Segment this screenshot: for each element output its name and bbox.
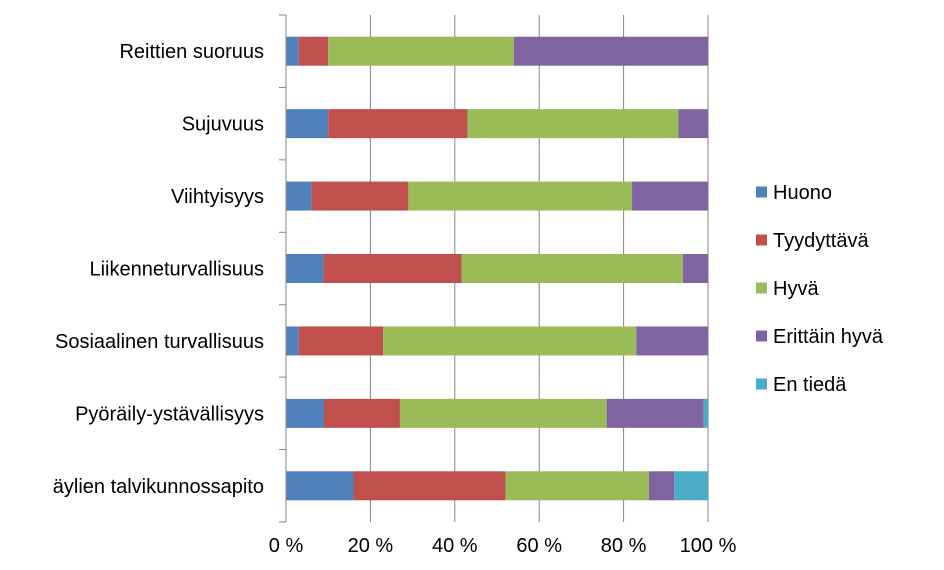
bar-segment — [399, 398, 607, 428]
bar-segment — [286, 36, 299, 66]
bar-segment — [674, 471, 708, 501]
bar-segment — [286, 326, 299, 356]
bar-segment — [383, 326, 637, 356]
x-tick-label: 40 % — [432, 535, 478, 557]
legend-label: Tyydyttävä — [773, 230, 869, 252]
legend-swatch — [756, 234, 767, 246]
legend-swatch — [756, 186, 767, 198]
x-tick-label: 80 % — [601, 535, 647, 557]
bar-segment — [286, 109, 329, 139]
bar-segment — [323, 254, 462, 283]
category-label: Sosiaalinen turvallisuus — [55, 331, 264, 353]
x-tick-label: 100 % — [680, 535, 737, 557]
category-label: äylien talvikunnossapito — [53, 476, 264, 498]
x-tick-labels: 0 % 20 % 40 % 60 % 80 % 100 % — [269, 535, 737, 557]
bar-segment — [636, 326, 708, 356]
bar-segment — [648, 471, 675, 501]
category-label: Viihtyisyys — [171, 186, 264, 208]
bar-segment — [328, 109, 468, 139]
bar-segment — [311, 181, 409, 211]
category-label: Liikenneturvallisuus — [89, 259, 264, 281]
legend-swatch — [756, 282, 767, 294]
bar-segment — [678, 109, 708, 139]
bar-segment — [286, 471, 354, 501]
category-labels: Reittien suoruus Sujuvuus Viihtyisyys Liike… — [53, 41, 264, 498]
legend-label: Erittäin hyvä — [773, 326, 884, 348]
x-tick-label: 60 % — [516, 535, 562, 557]
legend: Huono Tyydyttävä Hyvä Erittäin hyvä En tiedä — [756, 182, 884, 396]
bar-segment — [408, 181, 633, 211]
bar-segment — [286, 398, 324, 428]
legend-swatch — [756, 378, 767, 390]
x-tick-label: 0 % — [269, 535, 304, 557]
bar-segment — [703, 398, 708, 428]
bar-segment — [323, 398, 400, 428]
bar-segment — [328, 36, 514, 66]
category-label: Sujuvuus — [182, 114, 264, 136]
legend-label: En tiedä — [773, 374, 847, 396]
legend-swatch — [756, 330, 767, 342]
legend-label: Hyvä — [773, 278, 819, 300]
bar-segment — [353, 471, 506, 501]
x-tick-label: 20 % — [348, 535, 394, 557]
y-axis — [279, 14, 287, 523]
bar-segment — [298, 36, 329, 66]
bars — [286, 36, 708, 501]
bar-segment — [513, 36, 708, 66]
bar-segment — [286, 181, 312, 211]
bar-segment — [606, 398, 704, 428]
bar-segment — [298, 326, 384, 356]
bar-segment — [286, 254, 324, 283]
category-label: Pyöräily-ystävällisyys — [75, 403, 264, 425]
bar-segment — [461, 254, 683, 283]
bar-segment — [505, 471, 649, 501]
bar-segment — [632, 181, 708, 211]
category-label: Reittien suoruus — [119, 41, 264, 63]
bar-segment — [682, 254, 708, 283]
legend-label: Huono — [773, 182, 832, 204]
bar-segment — [467, 109, 679, 139]
